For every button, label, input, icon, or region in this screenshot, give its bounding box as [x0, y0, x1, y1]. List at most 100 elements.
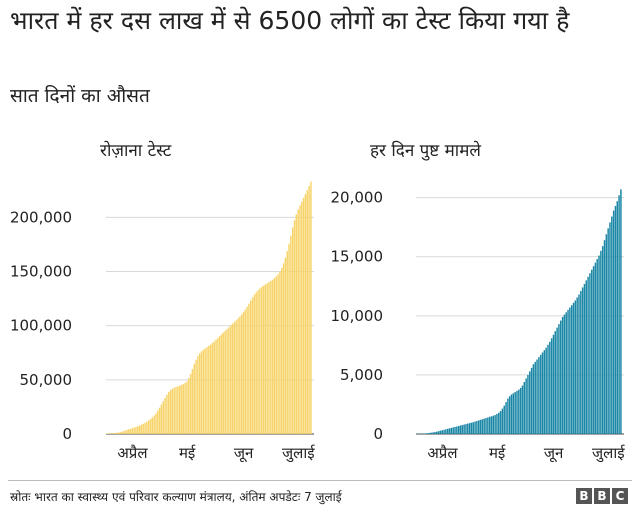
tests-bar — [295, 214, 298, 434]
cases-bar — [457, 425, 460, 434]
tests-bar — [262, 285, 265, 434]
chart-subtitle: सात दिनों का औसत — [10, 85, 150, 107]
tests-bar — [107, 433, 110, 434]
tests-bar — [178, 385, 181, 434]
cases-bar — [585, 280, 588, 434]
tests-bar — [226, 329, 228, 434]
tests-bar — [177, 386, 179, 434]
tests-y-tick-label: 200,000 — [10, 208, 72, 226]
tests-bar — [127, 429, 130, 434]
chart-title: भारत में हर दस लाख में से 6500 लोगों का … — [10, 6, 570, 35]
tests-bar — [206, 347, 208, 434]
cases-bar — [527, 374, 529, 434]
cases-bar — [598, 255, 600, 434]
cases-bar — [461, 425, 464, 434]
cases-bar — [441, 430, 443, 434]
cases-bar — [516, 390, 518, 434]
tests-bar — [248, 303, 250, 434]
cases-bar — [490, 416, 493, 434]
tests-bar — [162, 401, 164, 434]
cases-bar — [580, 291, 582, 434]
bbc-logo: B B C — [576, 488, 628, 504]
cases-bar — [470, 422, 473, 434]
tests-bar — [228, 327, 230, 434]
tests-bar — [133, 427, 135, 434]
cases-x-tick-label: जुलाई — [592, 444, 626, 463]
cases-bar — [581, 287, 584, 434]
cases-bar — [587, 276, 589, 434]
cases-bar — [567, 309, 569, 434]
tests-bar — [113, 433, 115, 434]
tests-x-tick-label: जून — [234, 444, 254, 463]
cases-bar — [534, 361, 536, 434]
cases-bar — [560, 320, 562, 434]
cases-bar — [609, 222, 611, 434]
tests-bar — [160, 404, 163, 434]
cases-bar — [487, 417, 489, 434]
tests-bar — [281, 267, 283, 434]
cases-bar — [550, 338, 553, 434]
cases-bar — [496, 413, 498, 434]
cases-bar — [479, 419, 482, 434]
tests-bar — [288, 243, 290, 434]
cases-bar — [591, 269, 593, 434]
cases-bar — [532, 364, 535, 434]
cases-bar — [450, 427, 453, 434]
cases-bar — [483, 418, 485, 434]
tests-bar — [270, 280, 272, 434]
cases-bar — [501, 408, 504, 434]
tests-bar — [246, 306, 248, 434]
tests-bar — [135, 426, 137, 434]
cases-bar — [485, 418, 487, 434]
cases-bar — [463, 424, 465, 434]
tests-bar — [277, 274, 279, 434]
cases-y-tick-label: 5,000 — [340, 366, 383, 384]
tests-bar — [240, 314, 243, 434]
tests-bar — [308, 185, 310, 434]
tests-bar — [122, 431, 124, 434]
daily-tests-chart: 0 50,000 100,000 150,000 200,000 अप्रैल मई जून ज… — [10, 181, 316, 463]
bbc-logo-letter: B — [594, 488, 610, 504]
tests-bar — [195, 359, 197, 434]
tests-bar — [239, 316, 241, 434]
cases-bar — [600, 250, 602, 434]
cases-bar — [543, 350, 546, 434]
tests-bar — [215, 339, 217, 434]
cases-bar — [536, 359, 538, 434]
tests-bar — [106, 433, 108, 434]
tests-bar — [116, 432, 119, 434]
tests-bar — [235, 320, 237, 434]
cases-bar — [514, 392, 516, 434]
cases-y-tick-label: 15,000 — [331, 248, 384, 266]
cases-bar — [456, 426, 458, 434]
footer-divider — [8, 480, 632, 481]
cases-bar — [563, 314, 566, 434]
tests-bar — [286, 251, 288, 434]
cases-x-tick-label: जून — [544, 444, 564, 463]
tests-bar — [158, 407, 161, 434]
cases-bar — [507, 398, 509, 434]
tests-bar — [279, 271, 281, 434]
cases-bar — [547, 344, 549, 434]
tests-bar — [153, 415, 155, 434]
cases-bar — [596, 259, 598, 434]
cases-y-tick-label: 0 — [373, 425, 383, 443]
cases-bar — [570, 305, 573, 434]
tests-bar — [209, 344, 212, 434]
cases-bar — [519, 387, 522, 434]
cases-bar — [468, 423, 471, 434]
tests-bar — [184, 382, 186, 434]
cases-bar — [439, 430, 442, 434]
tests-bar — [264, 284, 267, 434]
tests-bar — [109, 433, 112, 434]
cases-bar — [583, 283, 586, 434]
tests-bar — [291, 227, 294, 434]
cases-y-tick-label: 10,000 — [331, 307, 384, 325]
tests-bar — [138, 425, 141, 434]
tests-bar — [233, 322, 236, 434]
cases-bar — [498, 412, 500, 434]
cases-bar — [446, 428, 449, 434]
tests-bar — [175, 386, 177, 434]
cases-bar — [445, 429, 447, 434]
tests-bar — [142, 423, 144, 434]
